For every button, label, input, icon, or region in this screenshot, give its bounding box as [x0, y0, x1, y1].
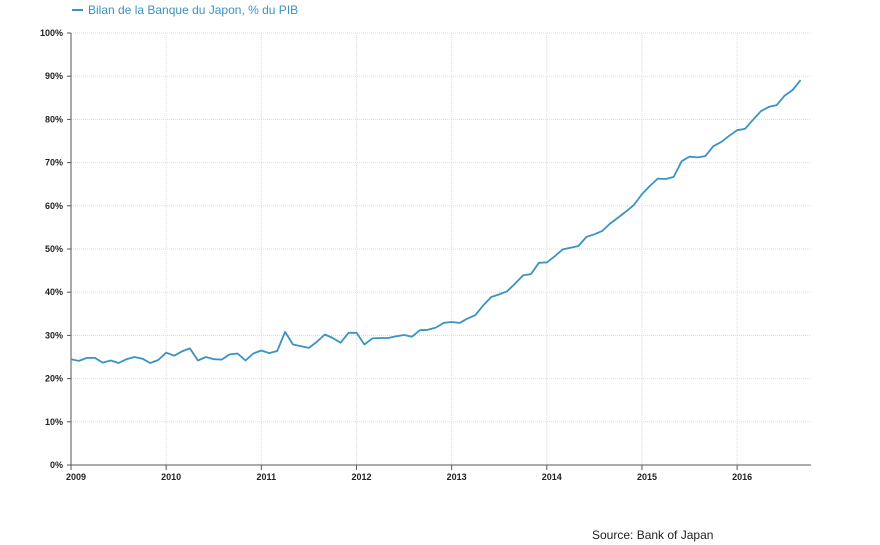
axes: [67, 32, 811, 470]
x-tick-label: 2013: [447, 472, 467, 482]
x-tick-label: 2010: [161, 472, 181, 482]
x-axis-ticks: 2009 2010 2011 2012 2013 2014 2015 2016: [66, 472, 752, 482]
y-tick-label: 40%: [45, 287, 63, 297]
source-note: Source: Bank of Japan: [592, 528, 714, 542]
legend: Bilan de la Banque du Japon, % du PIB: [72, 2, 298, 18]
y-tick-label: 50%: [45, 244, 63, 254]
x-tick-label: 2014: [542, 472, 562, 482]
y-tick-label: 70%: [45, 158, 63, 168]
grid: [71, 32, 811, 465]
x-tick-label: 2015: [637, 472, 657, 482]
y-tick-label: 80%: [45, 114, 63, 124]
y-tick-label: 100%: [40, 28, 63, 38]
y-tick-label: 10%: [45, 417, 63, 427]
legend-swatch: [72, 9, 83, 11]
series: [70, 79, 802, 364]
series-line: [70, 79, 802, 364]
legend-label: Bilan de la Banque du Japon, % du PIB: [88, 3, 299, 17]
x-tick-label: 2016: [732, 472, 752, 482]
y-tick-label: 0%: [50, 460, 63, 470]
y-tick-label: 90%: [45, 71, 63, 81]
x-tick-label: 2011: [257, 472, 277, 482]
x-tick-label: 2012: [351, 472, 371, 482]
y-axis-ticks: 0% 10% 20% 30% 40% 50% 60% 70% 80% 90% 100%: [40, 28, 63, 470]
y-tick-label: 20%: [45, 374, 63, 384]
y-tick-label: 60%: [45, 201, 63, 211]
x-tick-label: 2009: [66, 472, 86, 482]
y-tick-label: 30%: [45, 330, 63, 340]
